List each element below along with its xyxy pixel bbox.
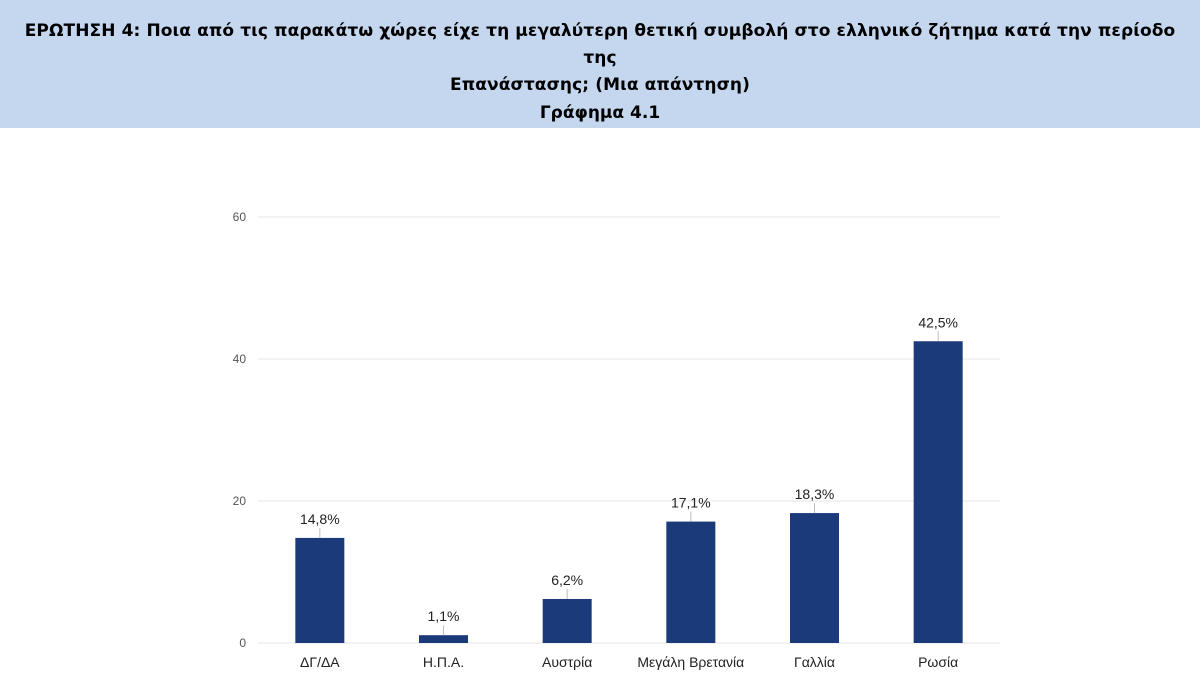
x-category-label-5: Ρωσία xyxy=(918,654,958,670)
x-category-label-2: Αυστρία xyxy=(542,654,592,670)
chart-area: 0 20 40 60 14,8% ΔΓ/ΔΑ 1,1% Η.Π.Α. 6,2% Αυστρία 17… xyxy=(0,128,1200,675)
bar-5 xyxy=(913,341,963,643)
data-label-2: 6,2% xyxy=(551,572,583,588)
bar-2 xyxy=(542,598,592,643)
question-line-2: Επανάστασης; (Μια απάντηση) xyxy=(450,75,750,95)
bar-1 xyxy=(419,635,468,643)
data-label-4: 18,3% xyxy=(795,486,835,502)
y-tick-label-0: 0 xyxy=(239,636,246,650)
data-label-3: 17,1% xyxy=(671,495,711,511)
bar-4 xyxy=(790,513,839,643)
question-header: ΕΡΩΤΗΣΗ 4: Ποια από τις παρακάτω χώρες ε… xyxy=(0,0,1200,128)
bar-0 xyxy=(295,537,345,643)
data-label-0: 14,8% xyxy=(300,511,340,527)
y-tick-label-20: 20 xyxy=(233,494,247,508)
bar-chart: 0 20 40 60 14,8% ΔΓ/ΔΑ 1,1% Η.Π.Α. 6,2% Αυστρία 17… xyxy=(233,210,1000,670)
data-label-5: 42,5% xyxy=(918,314,958,330)
data-label-1: 1,1% xyxy=(428,608,460,624)
x-category-label-4: Γαλλία xyxy=(794,654,835,670)
x-category-label-3: Μεγάλη Βρετανία xyxy=(637,654,744,670)
bar-3 xyxy=(666,521,716,643)
chart-subtitle: Γράφημα 4.1 xyxy=(539,103,661,123)
question-line-1: ΕΡΩΤΗΣΗ 4: Ποια από τις παρακάτω χώρες ε… xyxy=(24,21,1176,68)
x-category-label-1: Η.Π.Α. xyxy=(423,654,464,670)
y-tick-label-40: 40 xyxy=(233,352,247,366)
y-tick-label-60: 60 xyxy=(233,210,247,224)
question-text: ΕΡΩΤΗΣΗ 4: Ποια από τις παρακάτω χώρες ε… xyxy=(10,18,1190,99)
x-category-label-0: ΔΓ/ΔΑ xyxy=(300,654,340,670)
